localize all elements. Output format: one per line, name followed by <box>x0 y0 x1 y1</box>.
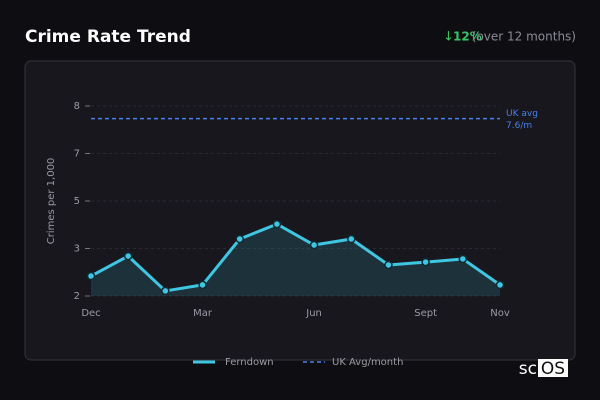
point <box>347 234 356 244</box>
point <box>235 234 244 244</box>
y-axis-label: Crimes per 1,000 <box>46 158 57 245</box>
y-tick-label: 5 <box>74 196 80 207</box>
legend-label: UK Avg/month <box>332 357 403 368</box>
x-tick-label: Sept <box>414 308 437 319</box>
x-tick-label: Jun <box>305 308 322 319</box>
legend-label: Ferndown <box>225 357 274 368</box>
change-note: (over 12 months) <box>472 30 576 44</box>
change-value: 12% <box>453 30 482 44</box>
point <box>458 254 468 264</box>
y-tick-label: 3 <box>74 244 80 255</box>
point <box>272 219 282 229</box>
logo-prefix: sc <box>519 359 537 379</box>
y-tick-label: 2 <box>74 291 80 302</box>
y-tick-label: 7 <box>74 149 80 160</box>
point <box>161 286 170 296</box>
logo-boxed: OS <box>541 359 565 379</box>
point <box>123 251 133 261</box>
x-tick-label: Mar <box>193 308 213 319</box>
reference-value-label: 7.6/m <box>506 121 532 131</box>
point <box>421 257 430 267</box>
x-tick-label: Nov <box>490 308 510 319</box>
change-arrow: ↓ <box>443 30 454 45</box>
point <box>198 280 207 290</box>
logo-box <box>538 359 568 377</box>
chart-card <box>24 60 576 361</box>
point <box>309 240 319 250</box>
y-tick-label: 8 <box>74 101 80 112</box>
line <box>90 222 501 293</box>
point <box>384 260 393 270</box>
point <box>495 280 505 290</box>
reference-label: UK avg <box>506 109 538 119</box>
chart-title: Crime Rate Trend <box>25 27 191 47</box>
x-tick-label: Dec <box>81 308 100 319</box>
point <box>86 271 96 281</box>
area <box>91 224 500 296</box>
